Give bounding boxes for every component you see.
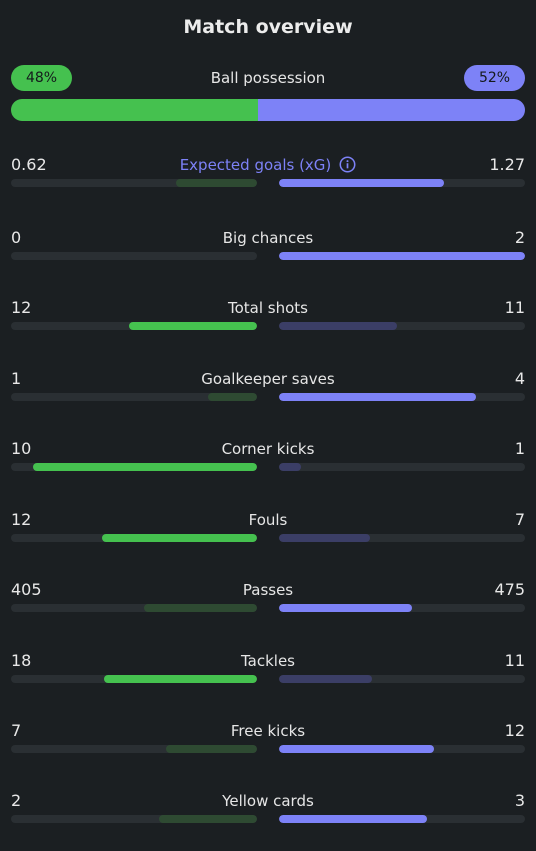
stat-label-text: Passes [242,581,294,599]
away-bar-fill [279,604,412,612]
away-value: 7 [514,510,525,529]
home-bar-track [11,463,257,471]
away-bar-track [279,604,525,612]
home-bar-fill [101,534,257,542]
away-value: 1.27 [489,155,525,174]
home-bar-track [11,815,257,823]
home-possession-badge: 48% [11,65,72,91]
home-value: 7 [11,721,22,740]
stat-label: Goalkeeper saves [11,369,525,389]
away-bar-track [279,815,525,823]
home-value: 405 [11,580,42,599]
away-bar-fill [279,179,445,187]
home-bar-track [11,534,257,542]
stat-label-text: Big chances [222,229,314,247]
away-bar-fill [279,534,370,542]
stat-label: Big chances [11,228,525,248]
home-bar-track [11,393,257,401]
stat-label: Corner kicks [11,439,525,459]
away-bar-fill [279,463,302,471]
stat-label-text: Corner kicks [221,440,315,458]
away-value: 475 [494,580,525,599]
stat-label-text: Expected goals (xG) [179,156,332,174]
stat-row: 0 Big chances 2 [11,228,525,278]
home-bar-track [11,675,257,683]
away-value: 11 [504,298,525,317]
home-bar-fill [176,179,257,187]
home-value: 12 [11,510,32,529]
away-possession-badge: 52% [464,65,525,91]
possession-header: 48% Ball possession 52% [11,65,525,91]
stat-row: 1 Goalkeeper saves 4 [11,369,525,419]
home-bar-fill [207,393,257,401]
away-bar-track [279,675,525,683]
away-bar-track [279,463,525,471]
away-value: 11 [504,651,525,670]
away-value: 12 [504,721,525,740]
possession-label: Ball possession [210,69,326,87]
stat-row: 405 Passes 475 [11,580,525,630]
away-value: 1 [514,439,525,458]
home-value: 1 [11,369,22,388]
away-value: 2 [514,228,525,247]
stat-label-text: Fouls [248,511,288,529]
away-bar-fill [279,322,397,330]
away-bar-fill [279,815,427,823]
stat-label: Fouls [11,510,525,530]
home-bar-track [11,745,257,753]
stat-label: Free kicks [11,721,525,741]
home-bar-fill [166,745,257,753]
stat-row: 0.62 Expected goals (xG) 1.27 [11,155,525,205]
away-bar-track [279,252,525,260]
home-value: 2 [11,791,22,810]
away-bar-fill [279,252,525,260]
home-value: 10 [11,439,32,458]
away-possession-fill [257,99,525,121]
stat-label: Tackles [11,651,525,671]
home-bar-track [11,179,257,187]
stat-row: 10 Corner kicks 1 [11,439,525,489]
stat-label[interactable]: Expected goals (xG) [11,155,525,175]
stat-row: 18 Tackles 11 [11,651,525,701]
home-bar-fill [104,675,257,683]
home-value: 0 [11,228,22,247]
away-bar-track [279,393,525,401]
stat-label: Passes [11,580,525,600]
away-bar-track [279,322,525,330]
stat-row: 12 Fouls 7 [11,510,525,560]
home-possession-fill [11,99,258,121]
stat-row: 2 Yellow cards 3 [11,791,525,841]
stat-label-text: Yellow cards [222,792,314,810]
stat-label-text: Total shots [228,299,308,317]
away-bar-track [279,745,525,753]
home-value: 12 [11,298,32,317]
away-value: 3 [514,791,525,810]
stat-label: Total shots [11,298,525,318]
stat-label-text: Goalkeeper saves [201,370,335,388]
home-value: 0.62 [11,155,47,174]
page-title: Match overview [183,16,353,38]
home-bar-fill [158,815,257,823]
away-value: 4 [514,369,525,388]
stat-row: 7 Free kicks 12 [11,721,525,771]
home-bar-track [11,322,257,330]
home-bar-track [11,252,257,260]
info-icon[interactable] [339,156,356,173]
stat-row: 12 Total shots 11 [11,298,525,348]
away-bar-fill [279,745,435,753]
away-bar-track [279,179,525,187]
home-bar-fill [33,463,257,471]
stat-label: Yellow cards [11,791,525,811]
stat-label-text: Free kicks [230,722,306,740]
away-bar-track [279,534,525,542]
home-bar-fill [128,322,257,330]
home-bar-track [11,604,257,612]
home-bar-fill [143,604,257,612]
away-bar-fill [279,393,476,401]
away-bar-fill [279,675,373,683]
possession-bar [11,99,525,121]
home-value: 18 [11,651,32,670]
stat-label-text: Tackles [240,652,296,670]
